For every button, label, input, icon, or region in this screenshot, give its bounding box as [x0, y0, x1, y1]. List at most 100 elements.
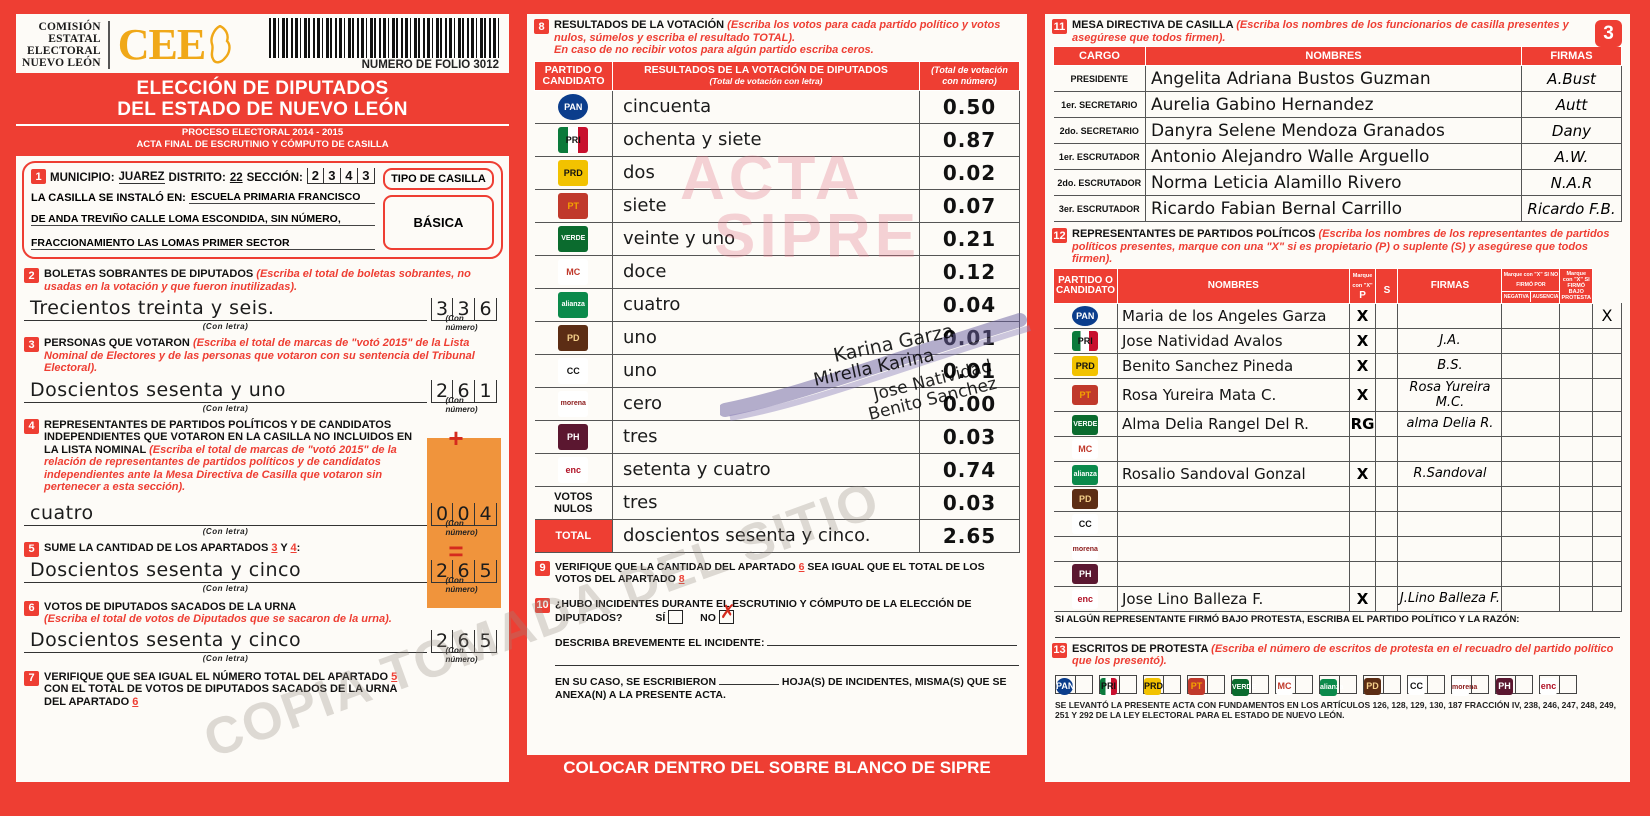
rep-protesta-cell[interactable]	[1592, 486, 1622, 512]
rep-ausencia-cell[interactable]	[1559, 561, 1593, 587]
firma-cell[interactable]: Autt	[1521, 91, 1622, 118]
rep-s-cell[interactable]	[1375, 436, 1399, 462]
protest-box-pt[interactable]: PT	[1187, 674, 1225, 695]
rep-s-cell[interactable]	[1375, 511, 1399, 537]
vote-numero-cell[interactable]: 0.21	[919, 222, 1020, 256]
rep-ausencia-cell[interactable]	[1559, 486, 1593, 512]
casilla-address-1[interactable]: ESCUELA PRIMARIA FRANCISCO	[188, 191, 375, 204]
rep-ausencia-cell[interactable]	[1559, 511, 1593, 537]
tipo-casilla-value[interactable]: BÁSICA	[382, 195, 494, 250]
protest-count-field[interactable]	[1075, 675, 1092, 693]
protest-box-morena[interactable]: morena	[1451, 674, 1489, 696]
rep-firma-cell[interactable]	[1397, 536, 1503, 562]
votos-nulos-numero[interactable]: 0.03	[919, 486, 1020, 520]
rep-firma-cell[interactable]: J.Lino Balleza F.	[1397, 586, 1503, 612]
rep-negativa-cell[interactable]	[1501, 511, 1561, 537]
protest-count-field[interactable]	[1295, 675, 1312, 693]
rep-negativa-cell[interactable]	[1501, 536, 1561, 562]
rep-nombre-cell[interactable]: Alma Delia Rangel Del R.	[1117, 411, 1350, 437]
rep-ausencia-cell[interactable]	[1559, 303, 1593, 329]
rep-negativa-cell[interactable]	[1501, 436, 1561, 462]
rep-negativa-cell[interactable]	[1501, 303, 1561, 329]
protest-count-field[interactable]	[1339, 675, 1356, 693]
section-6-letra-field[interactable]: Doscientos sesenta y cinco (Con letra)	[24, 629, 427, 663]
rep-firma-cell[interactable]	[1397, 486, 1503, 512]
rep-p-cell[interactable]: X	[1349, 586, 1377, 612]
firma-cell[interactable]: Dany	[1521, 117, 1622, 144]
protest-box-pan[interactable]: PAN	[1055, 674, 1093, 695]
rep-firma-cell[interactable]	[1397, 303, 1503, 329]
rep-firma-cell[interactable]	[1397, 511, 1503, 537]
rep-nombre-cell[interactable]: Rosalio Sandoval Gonzal	[1117, 461, 1350, 487]
protest-count-field[interactable]	[1207, 675, 1224, 693]
protest-count-field[interactable]	[1251, 675, 1268, 693]
rep-negativa-cell[interactable]	[1501, 411, 1561, 437]
protest-box-humanista[interactable]: PH	[1495, 674, 1533, 695]
rep-s-cell[interactable]	[1375, 561, 1399, 587]
vote-numero-cell[interactable]: 0.01	[919, 321, 1020, 355]
municipio-value[interactable]: JUAREZ	[118, 171, 165, 184]
vote-numero-cell[interactable]: 0.07	[919, 189, 1020, 223]
vote-numero-cell[interactable]: 0.02	[919, 156, 1020, 190]
rep-firma-cell[interactable]: alma Delia R.	[1397, 411, 1503, 437]
rep-ausencia-cell[interactable]	[1559, 436, 1593, 462]
vote-numero-cell[interactable]: 0.00	[919, 387, 1020, 421]
nombre-cell[interactable]: Norma Leticia Alamillo Rivero	[1145, 169, 1522, 196]
total-letra[interactable]: doscientos sesenta y cinco.	[612, 519, 920, 553]
protest-box-pri[interactable]: PRI	[1099, 674, 1137, 695]
section-5-letra-field[interactable]: Doscientos sesenta y cinco (Con letra)	[24, 559, 427, 593]
rep-nombre-cell[interactable]	[1117, 536, 1350, 562]
rep-firma-cell[interactable]: R.Sandoval	[1397, 461, 1503, 487]
rep-negativa-cell[interactable]	[1501, 486, 1561, 512]
rep-protesta-cell[interactable]	[1592, 536, 1622, 562]
rep-firma-cell[interactable]: B.S.	[1397, 353, 1503, 379]
vote-numero-cell[interactable]: 0.74	[919, 453, 1020, 487]
total-numero[interactable]: 2.65	[919, 519, 1020, 553]
si-checkbox[interactable]	[668, 610, 684, 624]
vote-letra-cell[interactable]: uno	[612, 321, 920, 355]
sheets-count-field[interactable]	[718, 684, 779, 685]
rep-firma-cell[interactable]: Rosa Yureira M.C.	[1397, 378, 1503, 412]
vote-letra-cell[interactable]: uno	[612, 354, 920, 388]
section-5-numero-field[interactable]: 2 6 5 (Con número)	[427, 559, 501, 594]
rep-p-cell[interactable]: X	[1349, 328, 1377, 354]
vote-letra-cell[interactable]: tres	[612, 420, 920, 454]
rep-ausencia-cell[interactable]	[1559, 353, 1593, 379]
vote-letra-cell[interactable]: doce	[612, 255, 920, 289]
rep-p-cell[interactable]: X	[1349, 303, 1377, 329]
nombre-cell[interactable]: Danyra Selene Mendoza Granados	[1145, 117, 1522, 144]
rep-nombre-cell[interactable]: Benito Sanchez Pineda	[1117, 353, 1350, 379]
rep-protesta-cell[interactable]	[1592, 328, 1622, 354]
seccion-digits[interactable]: 2 3 4 3	[306, 168, 375, 184]
rep-protesta-cell[interactable]	[1592, 378, 1622, 412]
vote-letra-cell[interactable]: dos	[612, 156, 920, 190]
rep-negativa-cell[interactable]	[1501, 353, 1561, 379]
rep-s-cell[interactable]	[1375, 328, 1399, 354]
casilla-address-3[interactable]: FRACCIONAMIENTO LAS LOMAS PRIMER SECTOR	[31, 237, 375, 250]
section-3-letra-field[interactable]: Doscientos sesenta y uno (Con letra)	[24, 379, 427, 413]
section-2-numero-field[interactable]: 3 3 6 (Con número)	[427, 298, 501, 332]
describe-incident-field[interactable]	[767, 644, 1018, 646]
protest-box-prd[interactable]: PRD	[1143, 674, 1181, 695]
rep-nombre-cell[interactable]: Jose Natividad Avalos	[1117, 328, 1350, 354]
vote-numero-cell[interactable]: 0.01	[919, 354, 1020, 388]
votos-nulos-letra[interactable]: tres	[612, 486, 920, 520]
rep-ausencia-cell[interactable]	[1559, 536, 1593, 562]
rep-p-cell[interactable]	[1349, 436, 1377, 462]
rep-s-cell[interactable]	[1375, 536, 1399, 562]
casilla-address-2[interactable]: DE ANDA TREVIÑO CALLE LOMA ESCONDIDA, SI…	[31, 213, 375, 226]
vote-letra-cell[interactable]: setenta y cuatro	[612, 453, 920, 487]
protest-count-field[interactable]	[1427, 675, 1444, 693]
vote-numero-cell[interactable]: 0.50	[919, 90, 1020, 124]
rep-s-cell[interactable]	[1375, 411, 1399, 437]
rep-negativa-cell[interactable]	[1501, 461, 1561, 487]
rep-p-cell[interactable]	[1349, 486, 1377, 512]
vote-letra-cell[interactable]: veinte y uno	[612, 222, 920, 256]
vote-letra-cell[interactable]: ochenta y siete	[612, 123, 920, 157]
vote-numero-cell[interactable]: 0.04	[919, 288, 1020, 322]
protest-count-field[interactable]	[1119, 675, 1136, 693]
rep-nombre-cell[interactable]	[1117, 511, 1350, 537]
firma-cell[interactable]: A.W.	[1521, 143, 1622, 170]
nombre-cell[interactable]: Angelita Adriana Bustos Guzman	[1145, 65, 1522, 92]
rep-nombre-cell[interactable]: Maria de los Angeles Garza	[1117, 303, 1350, 329]
